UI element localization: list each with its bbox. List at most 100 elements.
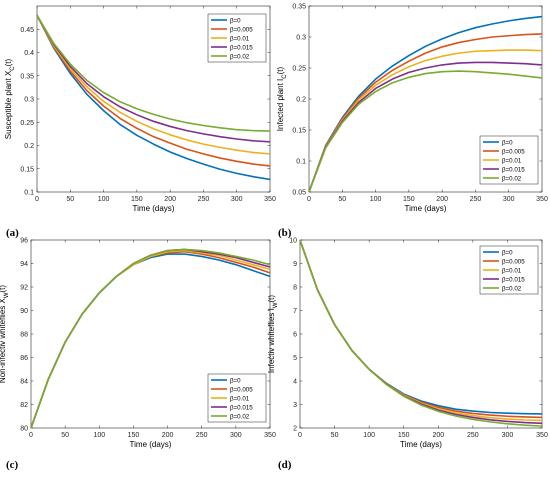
x-tick-label: 50 <box>331 432 339 439</box>
y-tick-label: 0.2 <box>296 97 306 104</box>
x-tick-label: 250 <box>467 432 479 439</box>
y-tick-label: 0.45 <box>20 27 34 34</box>
x-tick-label: 200 <box>164 196 176 203</box>
y-tick-label: 0.2 <box>24 143 34 150</box>
y-tick-label: 0.35 <box>20 73 34 80</box>
y-axis-label: Infectiv whiteflies IW(t) <box>267 295 279 373</box>
x-tick-label: 50 <box>61 432 69 439</box>
x-tick-label: 100 <box>93 432 105 439</box>
y-axis-label: Susceptible plant XC(t) <box>4 58 16 139</box>
legend-entry: β=0.01 <box>230 395 250 402</box>
series-line-4 <box>299 239 543 427</box>
series-line-1 <box>308 33 543 193</box>
x-tick-label: 350 <box>536 432 548 439</box>
panel-label: (d) <box>278 459 292 471</box>
x-tick-label: 300 <box>230 432 242 439</box>
y-tick-label: 0.1 <box>24 190 34 197</box>
series-line-0 <box>36 14 271 181</box>
legend-entry: β=0.015 <box>230 44 253 51</box>
series-line-4 <box>30 248 271 429</box>
x-axis-label: Time (days) <box>400 440 442 449</box>
y-axis-label: Non-infectiv whiteflies XW(t) <box>0 285 10 383</box>
y-tick-label: 0.35 <box>292 4 306 11</box>
legend-entry: β=0 <box>502 249 513 256</box>
y-tick-label: 80 <box>20 426 28 433</box>
x-tick-label: 50 <box>338 196 346 203</box>
x-tick-label: 250 <box>470 196 482 203</box>
series-line-4 <box>308 70 543 193</box>
y-tick-label: 0.25 <box>20 120 34 127</box>
y-tick-label: 96 <box>20 238 28 245</box>
series-line-2 <box>36 14 271 155</box>
legend-entry: β=0.005 <box>230 386 253 393</box>
panel-label: (c) <box>6 459 19 471</box>
x-tick-label: 150 <box>128 432 140 439</box>
x-tick-label: 250 <box>196 432 208 439</box>
panel-label: (a) <box>6 227 19 239</box>
x-tick-label: 300 <box>231 196 243 203</box>
chart-panel-a: 0 50 100 150 200 250 300 350 0.1 0.15 0.2 0.25 0.3 0.… <box>4 5 276 239</box>
x-tick-label: 100 <box>98 196 110 203</box>
x-tick-label: 200 <box>162 432 174 439</box>
y-tick-label: 10 <box>289 238 297 245</box>
series-line-3 <box>36 14 271 143</box>
y-tick-label: 0.15 <box>292 128 306 135</box>
y-tick-label: 9 <box>293 261 297 268</box>
y-tick-label: 0.1 <box>296 159 306 166</box>
legend: β=0 β=0.005 β=0.01 β=0.015 β=0.02 <box>479 245 539 295</box>
y-tick-label: 7 <box>293 308 297 315</box>
legend-entry: β=0.015 <box>230 404 253 411</box>
x-tick-label: 50 <box>66 196 74 203</box>
legend-entry: β=0.02 <box>502 285 522 292</box>
y-tick-label: 90 <box>20 308 28 315</box>
legend-entry: β=0.01 <box>502 157 522 164</box>
legend: β=0 β=0.005 β=0.01 β=0.015 β=0.02 <box>207 13 267 63</box>
y-tick-label: 5 <box>293 355 297 362</box>
legend-entry: β=0 <box>230 17 241 24</box>
series-line-3 <box>308 61 543 193</box>
x-tick-label: 250 <box>198 196 210 203</box>
x-tick-label: 0 <box>35 196 39 203</box>
y-tick-label: 86 <box>20 355 28 362</box>
legend-entry: β=0.01 <box>230 35 250 42</box>
y-tick-label: 2 <box>293 426 297 433</box>
x-tick-label: 350 <box>264 196 276 203</box>
x-tick-label: 350 <box>264 432 276 439</box>
y-tick-label: 0.25 <box>292 66 306 73</box>
legend-entry: β=0.005 <box>502 148 525 155</box>
series-line-4 <box>36 14 271 132</box>
x-tick-label: 0 <box>298 432 302 439</box>
y-tick-label: 6 <box>293 332 297 339</box>
legend-entry: β=0.02 <box>230 413 250 420</box>
y-tick-label: 0.4 <box>24 50 34 57</box>
x-tick-label: 100 <box>370 196 382 203</box>
legend-entry: β=0.01 <box>502 267 522 274</box>
legend: β=0 β=0.005 β=0.01 β=0.015 β=0.02 <box>207 373 267 423</box>
legend-entry: β=0 <box>502 139 513 146</box>
x-tick-label: 150 <box>131 196 143 203</box>
x-axis-label: Time (days) <box>405 204 447 213</box>
x-tick-label: 150 <box>403 196 415 203</box>
series-line-0 <box>308 15 543 193</box>
y-tick-label: 92 <box>20 285 28 292</box>
x-tick-label: 200 <box>436 196 448 203</box>
y-tick-label: 0.3 <box>24 97 34 104</box>
legend-entry: β=0.02 <box>230 53 250 60</box>
chart-panel-c: 0 50 100 150 200 250 300 350 80 82 84 86 88 90 92 94 96 T… <box>0 238 276 472</box>
x-tick-label: 0 <box>29 432 33 439</box>
y-tick-label: 82 <box>20 402 28 409</box>
x-tick-label: 350 <box>536 196 548 203</box>
legend: β=0 β=0.005 β=0.01 β=0.015 β=0.02 <box>479 135 539 185</box>
y-tick-label: 0.05 <box>292 190 306 197</box>
y-tick-label: 0.3 <box>296 35 306 42</box>
legend-entry: β=0 <box>230 377 241 384</box>
chart-panel-b: 0 50 100 150 200 250 300 350 0.05 0.1 0.15 0.2 0.25 0… <box>276 4 548 240</box>
y-tick-label: 84 <box>20 379 28 386</box>
legend-entry: β=0.015 <box>502 166 525 173</box>
chart-panel-d: 0 50 100 150 200 250 300 350 2 3 4 5 6 7 8 9 10 Time (day… <box>267 238 548 472</box>
x-tick-label: 300 <box>502 432 514 439</box>
y-tick-label: 3 <box>293 402 297 409</box>
x-tick-label: 200 <box>432 432 444 439</box>
series-line-2 <box>308 49 543 193</box>
